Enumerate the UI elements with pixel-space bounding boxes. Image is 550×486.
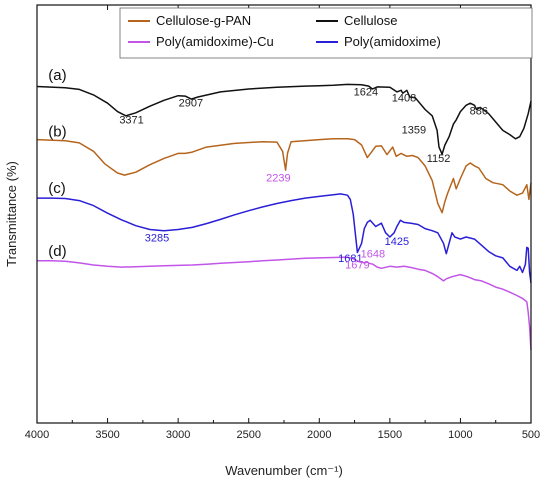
series-line-2 — [36, 138, 532, 214]
legend-entry: Poly(amidoxime)-Cu — [156, 34, 274, 49]
x-tick-label: 1500 — [378, 429, 402, 441]
y-axis-label: Transmittance (%) — [4, 161, 19, 267]
legend-box — [119, 7, 533, 59]
peak-label: 1624 — [354, 86, 378, 98]
x-axis: 4000 3500 3000 2500 2000 1500 1000 500 — [25, 5, 540, 441]
legend-entry: Poly(amidoxime) — [344, 34, 441, 49]
x-tick-label: 2500 — [236, 429, 260, 441]
x-tick-label: 3500 — [95, 429, 119, 441]
legend-entry: Cellulose-g-PAN — [156, 13, 251, 28]
series-layer — [36, 83, 532, 350]
series-line-4 — [37, 256, 532, 350]
plot-area-frame — [36, 4, 532, 424]
peak-label: 1679 — [345, 259, 369, 271]
peak-label: 1359 — [402, 125, 426, 137]
x-tick-label: 500 — [522, 429, 540, 441]
x-axis-label: Wavenumber (cm⁻¹) — [225, 463, 343, 478]
peak-label: 1152 — [427, 153, 451, 165]
x-tick-label: 4000 — [25, 429, 49, 441]
panel-label: (d) — [48, 243, 66, 260]
peak-label: 1425 — [385, 236, 409, 248]
peak-label: 2907 — [179, 98, 203, 110]
peak-label: 1648 — [361, 248, 385, 260]
legend-entry: Cellulose — [344, 13, 397, 28]
peak-annotations: 3371290716241408135988611522239328516811… — [119, 86, 488, 271]
series-line-3 — [37, 193, 532, 284]
x-tick-label: 2000 — [307, 429, 331, 441]
panel-label: (c) — [48, 180, 66, 197]
peak-label: 1408 — [392, 93, 416, 105]
peak-label: 3285 — [145, 233, 169, 245]
peak-label: 1681 — [338, 253, 362, 265]
peak-label: 2239 — [266, 172, 290, 184]
panel-labels: (a) (b) (c) (d) — [48, 67, 66, 260]
peak-label: 886 — [470, 106, 488, 118]
series-line-1 — [36, 83, 532, 155]
x-tick-label: 3000 — [166, 429, 190, 441]
x-tick-label: 1000 — [448, 429, 472, 441]
panel-label: (a) — [48, 67, 66, 84]
peak-label: 3371 — [119, 115, 143, 127]
panel-label: (b) — [48, 124, 66, 141]
legend: Cellulose-g-PAN Cellulose Poly(amidoxime)-… — [119, 7, 533, 59]
